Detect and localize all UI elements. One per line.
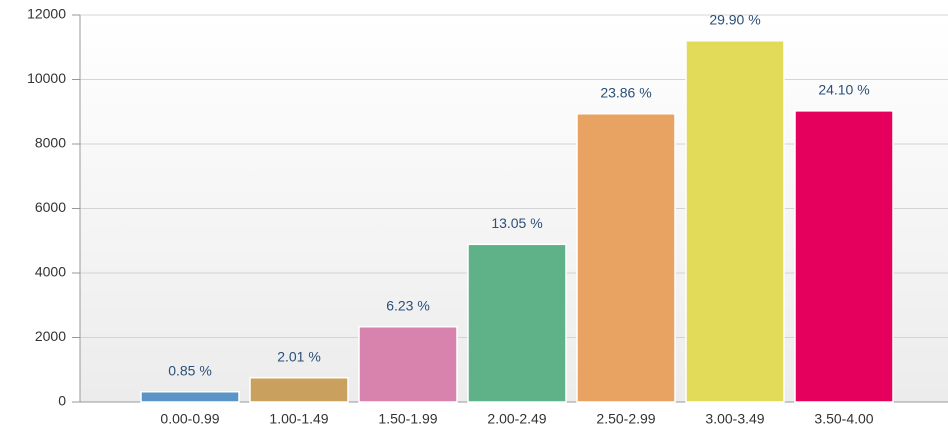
x-tick-label: 0.00-0.99 xyxy=(160,411,219,427)
y-tick-label: 0 xyxy=(58,393,66,409)
bar xyxy=(794,110,894,403)
bar xyxy=(249,376,349,403)
y-tick-label: 8000 xyxy=(35,135,66,151)
bar xyxy=(140,390,240,403)
data-label: 23.86 % xyxy=(600,84,651,100)
y-tick-label: 2000 xyxy=(35,328,66,344)
bar xyxy=(576,112,676,403)
x-tick-label: 2.50-2.99 xyxy=(596,411,655,427)
data-label: 6.23 % xyxy=(386,297,430,313)
data-label: 29.90 % xyxy=(709,11,760,27)
data-label: 13.05 % xyxy=(491,215,542,231)
y-tick-label: 12000 xyxy=(27,6,66,22)
x-tick-label: 3.50-4.00 xyxy=(814,411,873,427)
data-label: 24.10 % xyxy=(818,82,869,98)
bar xyxy=(467,243,567,403)
data-label: 2.01 % xyxy=(277,348,321,364)
bar xyxy=(358,325,458,403)
data-label: 0.85 % xyxy=(168,362,212,378)
x-tick-label: 3.00-3.49 xyxy=(705,411,764,427)
y-tick-label: 6000 xyxy=(35,199,66,215)
x-tick-label: 1.50-1.99 xyxy=(378,411,437,427)
y-tick-label: 4000 xyxy=(35,264,66,280)
y-tick-label: 10000 xyxy=(27,70,66,86)
x-tick-label: 1.00-1.49 xyxy=(269,411,328,427)
bar xyxy=(685,40,785,403)
x-tick-label: 2.00-2.49 xyxy=(487,411,546,427)
